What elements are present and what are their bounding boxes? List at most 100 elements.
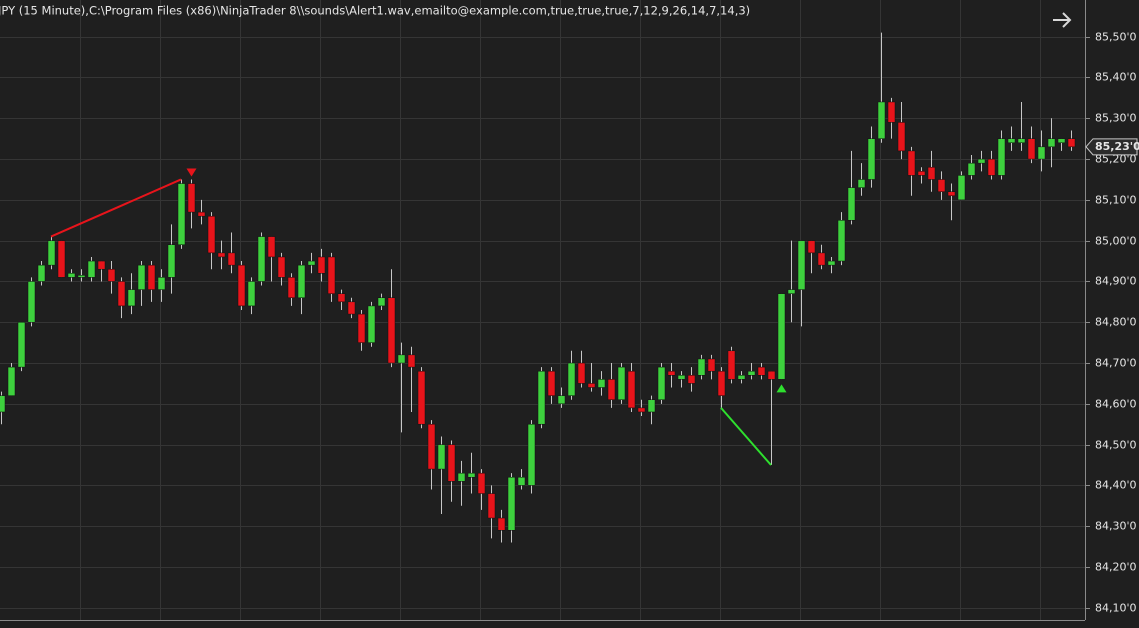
up-candle-body	[967, 162, 976, 176]
down-candle-body	[907, 150, 916, 176]
down-candle-body	[427, 423, 436, 470]
up-candle-body	[787, 289, 796, 294]
up-candle-body	[557, 395, 566, 405]
up-candle-body	[157, 277, 166, 290]
up-candle-body	[1007, 138, 1016, 144]
up-candle-body	[37, 264, 46, 282]
up-candle-body	[367, 305, 376, 343]
y-tick-label: 85,50'0	[1095, 31, 1137, 44]
up-candle-body	[997, 138, 1006, 176]
y-tick-label: 84,60'0	[1095, 398, 1137, 411]
up-candle-body	[597, 379, 606, 388]
y-tick-label: 85,20'0	[1095, 153, 1137, 166]
up-candle-body	[777, 293, 786, 380]
down-candle-body	[587, 383, 596, 388]
down-candle-body	[117, 281, 126, 307]
up-candle-body	[857, 179, 866, 188]
up-candle-body	[537, 370, 546, 425]
y-tick-label: 85,30'0	[1095, 112, 1137, 125]
down-candle-body	[947, 191, 956, 197]
up-candle-body	[17, 321, 26, 368]
up-candle-body	[1047, 138, 1056, 148]
y-tick-label: 84,30'0	[1095, 520, 1137, 533]
up-candle-body	[167, 244, 176, 278]
y-tick-label: 84,10'0	[1095, 602, 1137, 615]
up-candle-body	[297, 264, 306, 299]
y-tick-label: 84,20'0	[1095, 561, 1137, 574]
up-candle-body	[247, 281, 256, 307]
up-candle-body	[397, 354, 406, 364]
down-candle-body	[607, 379, 616, 400]
down-candle-body	[637, 407, 646, 413]
down-candle-body	[387, 297, 396, 364]
down-candle-body	[577, 362, 586, 384]
up-candle-body	[27, 281, 36, 323]
down-candle-body	[487, 493, 496, 519]
navigate-arrow[interactable]	[1053, 12, 1072, 28]
down-candle-body	[897, 122, 906, 152]
down-candle-body	[727, 350, 736, 380]
up-candle-body	[747, 370, 756, 376]
up-candle-body	[467, 472, 476, 478]
down-candle-body	[327, 256, 336, 294]
up-candle-body	[507, 476, 516, 531]
up-candle-body	[517, 476, 526, 486]
grid	[0, 0, 1085, 620]
up-candle-body	[67, 273, 76, 278]
y-tick-label: 85,10'0	[1095, 194, 1137, 207]
down-candle-body	[717, 370, 726, 396]
plot-area	[0, 32, 1076, 543]
y-tick-label: 84,40'0	[1095, 479, 1137, 492]
y-tick-label: 84,90'0	[1095, 275, 1137, 288]
down-candle-body	[887, 101, 896, 123]
down-candle-body	[237, 264, 246, 307]
up-candle-body	[1057, 138, 1066, 144]
y-tick-label: 85,40'0	[1095, 71, 1137, 84]
down-candle-body	[1067, 138, 1076, 148]
down-candle-body	[767, 370, 776, 380]
down-candle-body	[937, 179, 946, 192]
down-candle-body	[477, 472, 486, 494]
divergence-line	[50, 178, 182, 238]
down-candle-body	[547, 370, 556, 396]
down-candle-body	[407, 354, 416, 368]
down-candle-body	[357, 313, 366, 343]
y-tick-label: 85,00'0	[1095, 235, 1137, 248]
down-candle-body	[287, 277, 296, 299]
down-candle-body	[917, 171, 926, 176]
up-candle-body	[827, 260, 836, 266]
up-candle-body	[1017, 138, 1026, 144]
up-candle-body	[177, 183, 186, 245]
up-candle-body	[677, 375, 686, 380]
up-candle-body	[657, 366, 666, 400]
up-candle-body	[377, 297, 386, 307]
up-candle-body	[127, 289, 136, 307]
down-candle-body	[337, 293, 346, 303]
up-candle-body	[617, 366, 626, 400]
down-candle-body	[667, 370, 676, 376]
down-candle-body	[447, 444, 456, 482]
y-tick-label: 84,70'0	[1095, 357, 1137, 370]
last-price-marker	[1085, 138, 1138, 156]
up-candle-body	[307, 260, 316, 266]
price-axis: 84,10'0 84,20'0 84,30'0 84,40'0 84,50'0 84,60…	[1085, 31, 1139, 615]
down-candle-body	[97, 260, 106, 270]
up-candle-body	[837, 220, 846, 262]
down-candle-body	[627, 370, 636, 409]
down-candle-body	[687, 375, 696, 384]
down-candle-body	[277, 256, 286, 278]
up-candle-body	[567, 362, 576, 396]
up-candle-body	[47, 240, 56, 266]
up-candle-body	[457, 472, 466, 482]
down-candle-body	[757, 366, 766, 376]
up-candle-body	[7, 366, 16, 396]
y-tick-label: 84,80'0	[1095, 316, 1137, 329]
up-candle-body	[1037, 146, 1046, 160]
up-candle-body	[737, 375, 746, 380]
divergence-line	[720, 407, 772, 466]
last-price-label: 85,23'0	[1095, 140, 1139, 153]
down-candle-body	[147, 264, 156, 290]
